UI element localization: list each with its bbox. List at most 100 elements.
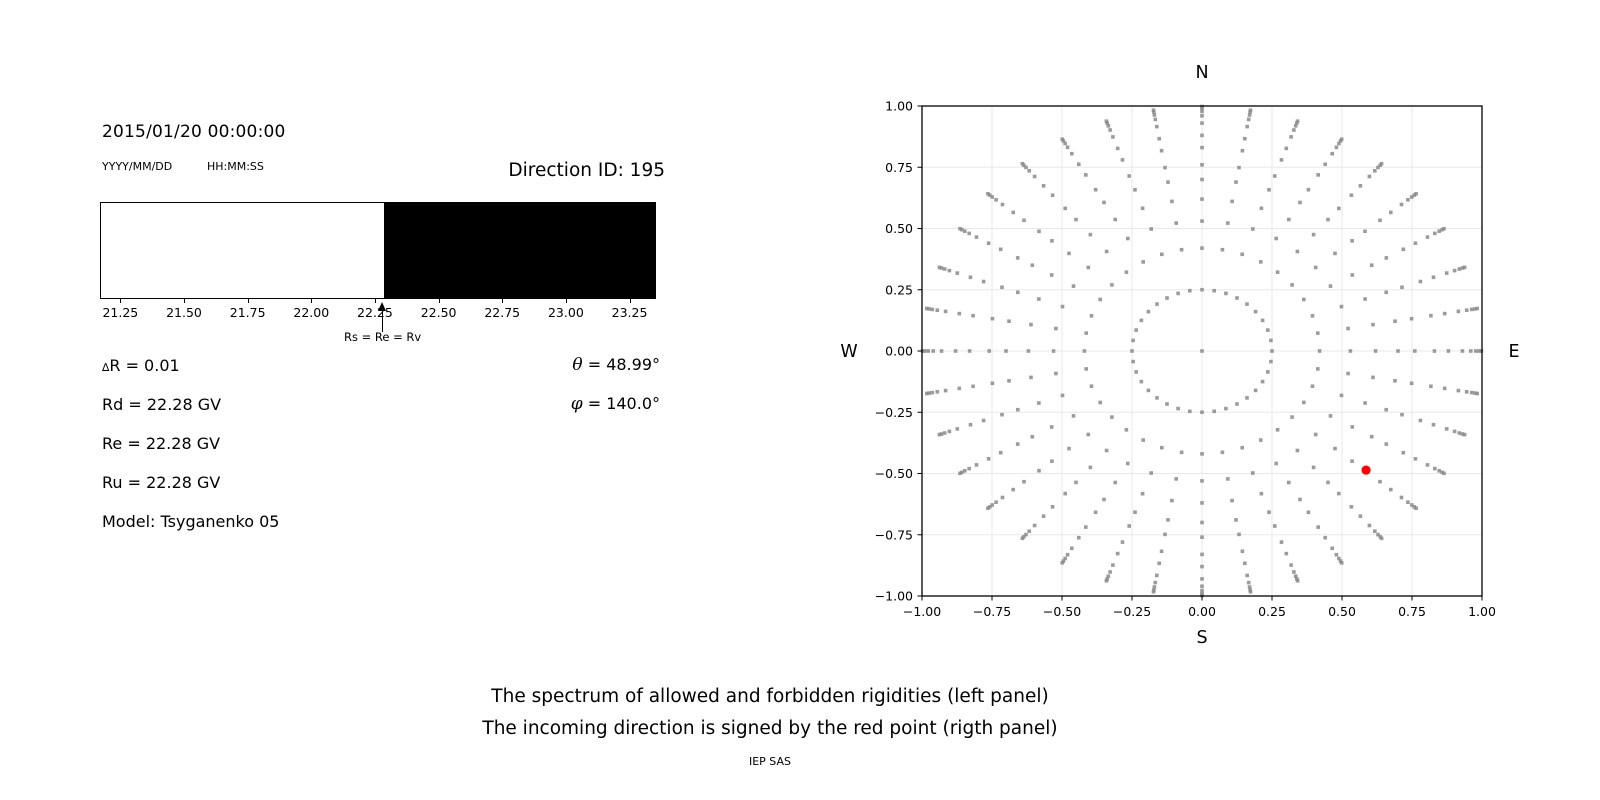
direction-dot	[1413, 241, 1418, 245]
direction-dot	[1054, 326, 1058, 331]
direction-dot	[1410, 503, 1414, 507]
direction-dot	[1139, 379, 1144, 384]
x-tick-label: −0.75	[973, 604, 1011, 619]
direction-dot	[1266, 328, 1270, 332]
direction-dot	[1243, 561, 1247, 566]
direction-dot	[1475, 391, 1479, 396]
direction-dot	[1473, 391, 1477, 395]
direction-dot	[1088, 465, 1093, 470]
direction-dot	[1098, 400, 1102, 405]
y-tick-label: −0.50	[875, 466, 913, 481]
direction-dot	[1464, 308, 1469, 312]
direction-dot	[1401, 450, 1406, 455]
direction-dot	[981, 279, 986, 284]
selected-direction-point	[1361, 465, 1371, 475]
direction-dot	[1120, 540, 1125, 544]
direction-dot	[1049, 273, 1054, 277]
direction-dot	[1022, 479, 1026, 484]
direction-dot	[1235, 296, 1239, 300]
direction-dot	[957, 311, 962, 316]
direction-dot	[1134, 370, 1138, 374]
direction-dot	[1163, 165, 1167, 170]
direction-dot	[930, 307, 935, 312]
direction-dot	[1126, 461, 1130, 466]
direction-dot	[1295, 249, 1300, 254]
delta-r-row: ∆R = 0.01	[102, 356, 180, 375]
direction-dot	[953, 349, 958, 353]
direction-dot	[1050, 505, 1055, 509]
x-tick-label: 1.00	[1468, 604, 1496, 619]
direction-dot	[1259, 491, 1264, 496]
direction-dot	[1287, 480, 1291, 485]
direction-dot	[1289, 563, 1293, 567]
direction-dot	[1067, 446, 1071, 451]
direction-dot	[1462, 432, 1467, 437]
direction-dot	[1174, 477, 1178, 481]
direction-dot	[1378, 479, 1382, 484]
direction-dot	[1188, 288, 1192, 293]
direction-dot	[1104, 579, 1109, 583]
direction-dot	[1444, 427, 1449, 431]
spectrum-tick	[311, 299, 313, 303]
direction-dot	[1200, 535, 1204, 539]
direction-dot	[1306, 187, 1311, 192]
direction-dot	[1041, 514, 1046, 518]
delta-r-value: R = 0.01	[109, 356, 180, 375]
direction-dot	[1060, 561, 1065, 565]
direction-dot	[1270, 349, 1274, 353]
direction-dot	[1330, 151, 1334, 156]
direction-dot	[1082, 349, 1087, 353]
direction-dot	[1110, 415, 1114, 419]
direction-dot	[1475, 306, 1479, 311]
direction-dot	[1328, 414, 1333, 418]
compass-south-label: S	[1196, 628, 1207, 648]
direction-dot	[1245, 124, 1249, 129]
direction-dot	[1029, 322, 1033, 327]
direction-dot	[1295, 119, 1300, 123]
direction-dot	[1289, 135, 1293, 139]
direction-dot	[1200, 552, 1204, 557]
direction-dot	[1098, 297, 1102, 302]
direction-dot	[1376, 532, 1380, 537]
direction-dot	[1334, 552, 1339, 557]
direction-dot	[1120, 158, 1125, 162]
direction-dot	[1234, 518, 1238, 522]
y-tick-label: −0.75	[875, 527, 913, 542]
direction-id-label: Direction ID: 195	[508, 160, 665, 181]
direction-dot	[1384, 256, 1389, 260]
direction-dot	[1298, 497, 1302, 502]
direction-dot	[981, 418, 986, 423]
direction-dot	[939, 349, 944, 353]
direction-dot	[1456, 309, 1461, 314]
direction-dot	[1153, 580, 1158, 585]
direction-dot	[1302, 400, 1306, 405]
direction-dot	[1104, 448, 1109, 453]
direction-dot	[1401, 247, 1406, 252]
direction-dot	[1166, 518, 1170, 522]
direction-dot	[1330, 546, 1334, 551]
direction-dot	[1414, 192, 1418, 196]
direction-dot	[1007, 379, 1011, 383]
direction-dot	[1253, 309, 1258, 314]
direction-dot	[1418, 279, 1423, 284]
direction-dot	[1317, 349, 1322, 353]
x-tick-label: 0.25	[1258, 604, 1286, 619]
direction-dot	[1037, 468, 1041, 473]
direction-dot	[1311, 465, 1316, 470]
direction-dot	[1367, 174, 1372, 179]
direction-dot	[1071, 284, 1076, 288]
direction-dot	[927, 307, 931, 311]
spectrum-tick	[374, 299, 376, 303]
direction-dot	[960, 470, 964, 475]
direction-dot	[1089, 314, 1094, 318]
direction-dot	[1429, 313, 1433, 318]
direction-dot	[1131, 338, 1135, 343]
direction-dot	[1240, 252, 1244, 257]
direction-dot	[1140, 491, 1145, 496]
direction-dot	[1065, 145, 1070, 150]
direction-dot	[1093, 510, 1098, 515]
direction-dot	[1313, 265, 1318, 270]
direction-dot	[955, 271, 960, 275]
direction-dot	[1413, 457, 1418, 461]
direction-dot	[974, 235, 979, 239]
